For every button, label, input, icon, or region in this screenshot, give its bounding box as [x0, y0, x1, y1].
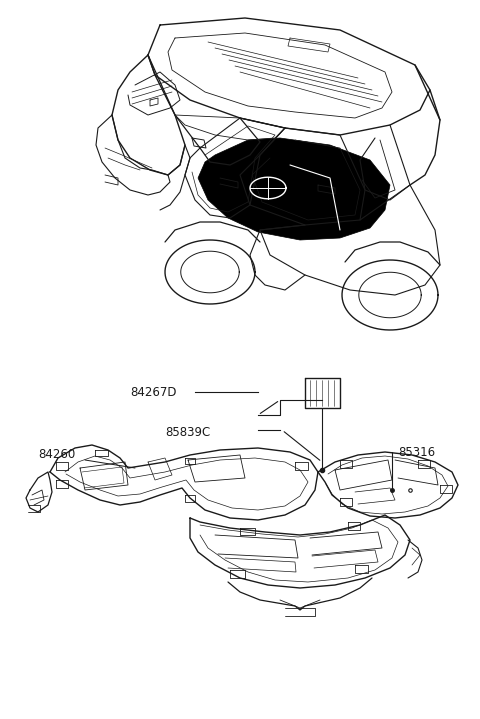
Text: 84267D: 84267D	[130, 385, 177, 398]
Text: 85316: 85316	[398, 446, 435, 459]
Text: 84260: 84260	[38, 449, 75, 462]
Polygon shape	[198, 138, 390, 240]
Text: 85839C: 85839C	[165, 426, 210, 439]
